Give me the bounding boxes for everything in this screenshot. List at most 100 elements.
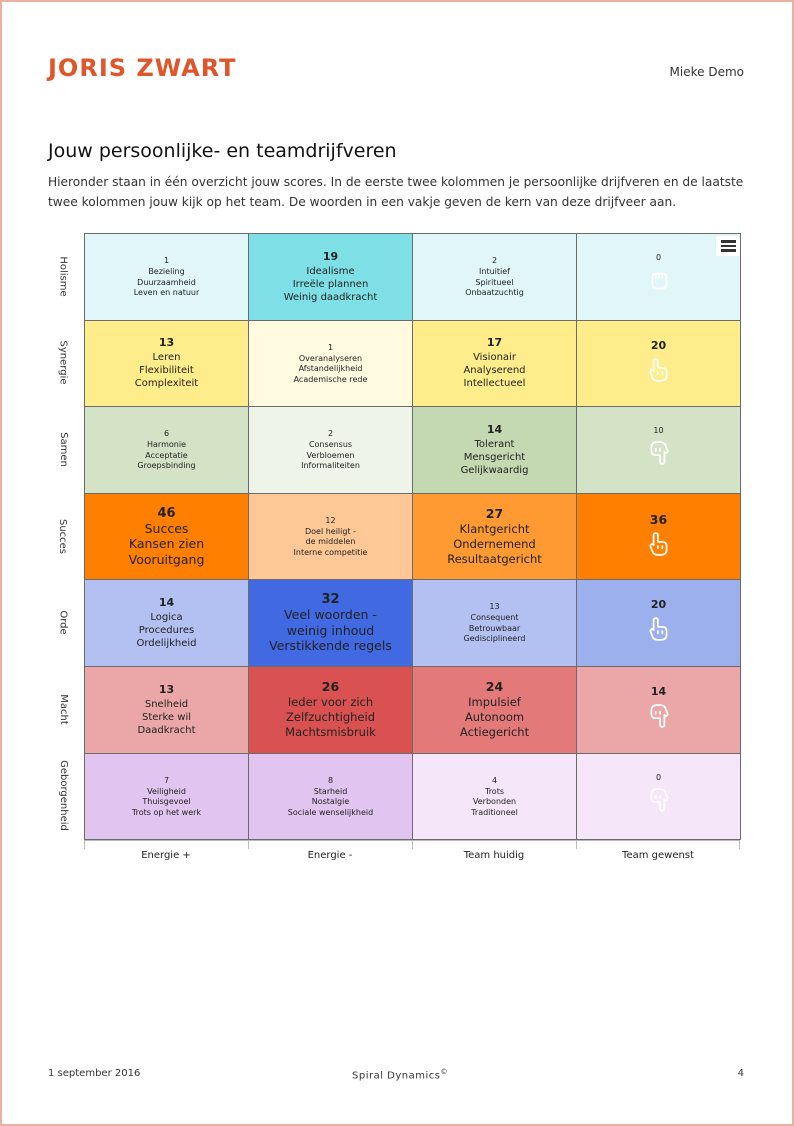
cell-keyword: Ordelijkheid: [136, 638, 197, 650]
cell-keyword: Betrouwbaar: [468, 623, 521, 633]
cell-keyword: Daadkracht: [137, 724, 196, 736]
cell-score: 7: [163, 775, 170, 785]
cell-keyword: Bezieling: [148, 267, 185, 277]
axis-tick: [84, 841, 85, 849]
cell-succes-1: 46 Succes Kansen zien Vooruitgang: [84, 492, 249, 581]
thumbs-down-icon: [646, 440, 672, 470]
thumbs-down-icon: [646, 703, 672, 733]
footer-page-number: 4: [737, 1068, 744, 1079]
cell-keyword: Ondernemend: [453, 537, 536, 552]
cell-score: 24: [485, 679, 504, 695]
cell-keyword: Informaliteiten: [301, 461, 360, 471]
cell-score: 8: [327, 775, 334, 785]
row-label-text: Geborgenheid: [57, 760, 69, 832]
axis-tick: [739, 841, 740, 849]
cell-keyword: Afstandelijkheid: [298, 364, 363, 374]
cell-orde-4: 20: [576, 579, 741, 667]
axis-tick: [576, 841, 577, 849]
cell-samen-4: 10: [576, 406, 741, 494]
cell-samen-2: 2 Consensus Verbloemen Informaliteiten: [248, 406, 413, 494]
cell-holisme-3: 2 Intuitief Spiritueel Onbaatzuchtig: [412, 233, 577, 321]
cell-keyword: Vooruitgang: [128, 551, 205, 567]
row-label-text: Macht: [57, 694, 69, 725]
cell-macht-3: 24 Impulsief Autonoom Actiegericht: [412, 666, 577, 754]
row-label-synergie: Synergie: [42, 320, 84, 407]
cell-score: 19: [322, 249, 339, 263]
cell-keyword: Trots op het werk: [131, 807, 202, 817]
column-label: Energie +: [141, 850, 191, 861]
cell-keyword: Academische rede: [293, 374, 368, 384]
cell-keyword: Duurzaamheid: [137, 277, 196, 287]
cell-keyword: Machtsmisbruik: [285, 725, 376, 740]
cell-keyword: Intellectueel: [463, 378, 526, 390]
cell-score: 0: [655, 253, 662, 262]
chart-menu-icon[interactable]: [716, 236, 740, 256]
page-title: Jouw persoonlijke- en teamdrijfveren: [48, 140, 397, 162]
cell-holisme-1: 1 Bezieling Duurzaamheid Leven en natuur: [84, 233, 249, 321]
cell-score: 4: [491, 775, 498, 785]
cell-score: 13: [158, 336, 175, 350]
cell-keyword: Analyserend: [463, 365, 526, 377]
cell-synergie-1: 13 Leren Flexibiliteit Complexiteit: [84, 319, 249, 408]
cell-score: 13: [489, 602, 500, 612]
cell-keyword: Tolerant: [474, 438, 515, 450]
thumbs-up-icon: [646, 357, 672, 387]
cell-keyword: Traditioneel: [471, 807, 518, 817]
cell-geborgenheid-1: 7 Veiligheid Thuisgevoel Trots op het werk: [84, 752, 249, 841]
cell-keyword: Logica: [150, 612, 183, 624]
thumbs-up-icon: [646, 531, 672, 561]
cell-score: 1: [163, 256, 170, 266]
cell-score: 2: [491, 256, 498, 266]
cell-keyword: Acceptatie: [145, 450, 188, 460]
cell-keyword: Groepsbinding: [137, 461, 196, 471]
row-label-holisme: Holisme: [42, 233, 84, 320]
row-label-text: Synergie: [57, 340, 69, 385]
cell-score: 32: [321, 592, 340, 608]
cell-keyword: Starheid: [313, 786, 348, 796]
cell-keyword: Flexibiliteit: [139, 365, 194, 377]
cell-keyword: de middelen: [305, 537, 356, 547]
row-label-text: Succes: [57, 518, 69, 554]
cell-keyword: Sociale wenselijkheid: [287, 807, 374, 817]
cell-keyword: Interne competitie: [293, 547, 368, 557]
cell-score: 1: [327, 342, 334, 352]
cell-keyword: Succes: [144, 520, 189, 536]
row-label-samen: Samen: [42, 406, 84, 493]
cell-keyword: Verstikkende regels: [269, 638, 392, 654]
cell-keyword: Resultaatgericht: [447, 552, 542, 567]
brand-logo: JORIS ZWART: [48, 54, 237, 82]
cell-samen-1: 6 Harmonie Acceptatie Groepsbinding: [84, 406, 249, 494]
cell-keyword: Procedures: [138, 625, 195, 637]
cell-keyword: Thuisgevoel: [142, 797, 191, 807]
cell-score: 26: [321, 679, 340, 695]
cell-keyword: Overanalyseren: [298, 353, 363, 363]
cell-keyword: Veiligheid: [147, 786, 186, 796]
client-name: Mieke Demo: [669, 65, 744, 79]
cell-keyword: Trots: [484, 786, 505, 796]
cell-orde-3: 13 Consequent Betrouwbaar Gedisciplineerd: [412, 579, 577, 667]
cell-keyword: Zelfzuchtigheid: [286, 710, 375, 725]
cell-score: 17: [486, 336, 503, 350]
cell-score: 14: [158, 596, 175, 610]
cell-score: 10: [653, 426, 664, 436]
cell-score: 0: [655, 772, 662, 782]
cell-score: 20: [650, 598, 667, 612]
cell-score: 14: [650, 685, 667, 698]
cell-keyword: Snelheid: [144, 698, 189, 710]
cell-keyword: Leren: [152, 352, 181, 364]
cell-keyword: Verbonden: [472, 797, 517, 807]
row-label-orde: Orde: [42, 579, 84, 666]
thumbs-down-icon: [646, 787, 672, 817]
column-label: Team gewenst: [622, 850, 694, 861]
cell-score: 6: [163, 429, 170, 439]
cell-keyword: Veel woorden -: [284, 607, 377, 623]
cell-macht-1: 13 Snelheid Sterke wil Daadkracht: [84, 666, 249, 754]
cell-keyword: Gedisciplineerd: [463, 634, 526, 644]
cell-keyword: Gelijkwaardig: [460, 464, 529, 476]
fist-hand-icon: [646, 267, 672, 297]
cell-holisme-2: 19 Idealisme Irreële plannen Weinig daadkra…: [248, 233, 413, 321]
cell-keyword: Nostalgie: [311, 797, 350, 807]
drivers-grid: 1 Bezieling Duurzaamheid Leven en natuur 19 I…: [84, 233, 741, 841]
cell-synergie-4: 20: [576, 319, 741, 408]
cell-keyword: Consequent: [470, 613, 519, 623]
